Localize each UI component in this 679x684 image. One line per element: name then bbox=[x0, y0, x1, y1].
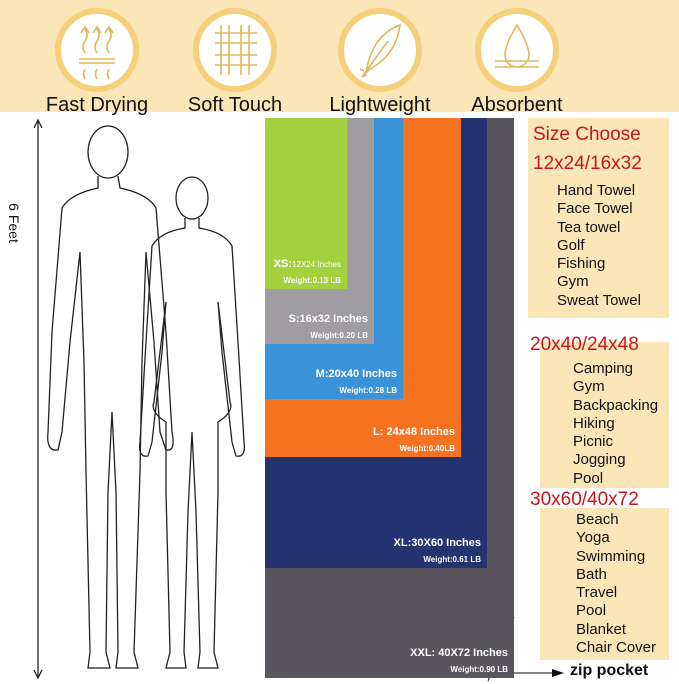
list-item: Blanket bbox=[576, 620, 627, 638]
size-dimensions: 24x48 Inches bbox=[386, 426, 456, 438]
group-list: Beach Yoga Swimming Bath Travel Pool Blanket Ch… bbox=[576, 511, 656, 657]
panel-small bbox=[528, 118, 669, 318]
list-item: Gym bbox=[557, 273, 589, 291]
size-weight: Weight:0.20 LB bbox=[310, 331, 368, 340]
size-code: XL: bbox=[393, 537, 412, 549]
feature-label: Lightweight bbox=[329, 94, 431, 116]
size-dimensions: 20x40 Inches bbox=[328, 368, 398, 380]
group-list: Hand Towel Face Towel Tea towel Golf Fishing… bbox=[557, 182, 641, 310]
feather-icon bbox=[359, 23, 401, 78]
list-item: Travel bbox=[576, 584, 618, 602]
list-item: Sweat Towel bbox=[557, 291, 641, 309]
list-item: Face Towel bbox=[557, 200, 633, 218]
human-silhouettes bbox=[33, 118, 245, 680]
mesh-icon bbox=[215, 25, 257, 75]
group-title: 20x40/24x48 bbox=[530, 334, 639, 355]
size-code: M: bbox=[315, 368, 329, 380]
height-label: 6 Feet bbox=[5, 203, 22, 243]
panel-medium bbox=[540, 342, 669, 488]
water-drop-icon bbox=[495, 23, 539, 68]
size-choose-title: Size Choose bbox=[533, 124, 641, 145]
size-dimensions: 12X24 Inches bbox=[292, 260, 341, 269]
list-item: Beach bbox=[576, 511, 619, 528]
list-item: Swimming bbox=[576, 547, 646, 565]
list-item: Hand Towel bbox=[557, 182, 636, 199]
size-code: XXL: bbox=[410, 647, 439, 659]
feature-0: Fast Drying bbox=[37, 8, 157, 117]
feature-label: Fast Drying bbox=[45, 94, 149, 116]
zip-pocket-label: zip pocket bbox=[570, 662, 649, 679]
feature-label: Soft Touch bbox=[187, 94, 283, 116]
list-item: Bath bbox=[576, 565, 607, 583]
size-weight: Weight:0.40LB bbox=[399, 444, 455, 453]
size-dimensions: 16x32 Inches bbox=[299, 313, 369, 325]
feature-label: Absorbent bbox=[471, 94, 563, 116]
size-weight: Weight:0.90 LB bbox=[450, 665, 508, 674]
panel-large bbox=[540, 508, 669, 660]
size-dimensions: 40X72 Inches bbox=[438, 647, 508, 659]
list-item: Pool bbox=[573, 469, 604, 487]
list-item: Hiking bbox=[573, 414, 615, 432]
feature-2: Lightweight bbox=[320, 8, 440, 117]
list-item: Picnic bbox=[573, 433, 614, 451]
list-item: Tea towel bbox=[557, 218, 621, 236]
size-dimensions: 30X60 Inches bbox=[411, 537, 481, 549]
heat-waves-icon bbox=[79, 25, 115, 80]
list-item: Camping bbox=[573, 360, 634, 377]
list-item: Yoga bbox=[576, 529, 610, 547]
size-weight: Weight:0.61 LB bbox=[423, 555, 481, 564]
group-list: Camping Gym Backpacking Hiking Picnic Jogging… bbox=[573, 360, 658, 488]
size-code: S: bbox=[288, 313, 300, 325]
list-item: Fishing bbox=[557, 255, 606, 273]
size-weight: Weight:0.13 LB bbox=[283, 276, 341, 285]
size-0-rect: XS:12X24 Inches Weight:0.13 LB bbox=[265, 118, 347, 289]
list-item: Pool bbox=[576, 602, 607, 620]
feature-1: Soft Touch bbox=[175, 8, 295, 117]
group-title: 30x60/40x72 bbox=[530, 489, 639, 510]
list-item: Jogging bbox=[573, 451, 626, 469]
size-code: XS: bbox=[273, 258, 293, 270]
size-weight: Weight:0.28 LB bbox=[339, 386, 397, 395]
feature-3: Absorbent bbox=[457, 8, 577, 117]
list-item: Gym bbox=[573, 378, 605, 396]
list-item: Backpacking bbox=[573, 396, 659, 414]
size-code: L: bbox=[373, 426, 387, 438]
list-item: Golf bbox=[557, 236, 585, 254]
group-title: 12x24/16x32 bbox=[533, 153, 642, 174]
list-item: Chair Cover bbox=[576, 639, 657, 657]
